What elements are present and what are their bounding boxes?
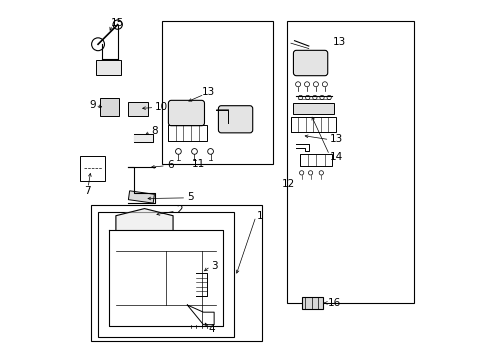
Text: 14: 14 <box>329 152 343 162</box>
Text: 12: 12 <box>282 179 295 189</box>
Bar <box>100 98 119 116</box>
Bar <box>98 212 233 337</box>
Polygon shape <box>116 208 173 230</box>
Bar <box>292 103 333 114</box>
Text: 10: 10 <box>155 102 168 112</box>
Text: 13: 13 <box>202 87 215 97</box>
Text: 5: 5 <box>187 192 194 202</box>
Text: 13: 13 <box>332 37 346 47</box>
Text: 2: 2 <box>176 205 183 215</box>
Bar <box>167 125 206 141</box>
Bar <box>287 21 413 303</box>
Bar <box>290 117 335 132</box>
Bar <box>299 154 331 166</box>
Text: 11: 11 <box>191 159 204 169</box>
Text: 4: 4 <box>208 324 215 334</box>
Bar <box>128 102 148 116</box>
Bar <box>301 297 323 309</box>
Bar <box>96 60 121 75</box>
Text: 8: 8 <box>151 126 158 136</box>
Text: 16: 16 <box>326 298 340 308</box>
Text: 3: 3 <box>211 261 218 271</box>
Text: 7: 7 <box>84 186 90 196</box>
Bar <box>80 156 105 181</box>
Bar <box>162 21 272 164</box>
Text: 9: 9 <box>89 100 96 110</box>
FancyBboxPatch shape <box>168 100 204 126</box>
Bar <box>128 191 154 203</box>
FancyBboxPatch shape <box>293 50 327 76</box>
Bar <box>91 205 262 341</box>
Text: 15: 15 <box>111 18 124 28</box>
Text: 6: 6 <box>166 160 173 170</box>
Text: 13: 13 <box>329 134 343 144</box>
Text: 1: 1 <box>257 211 263 221</box>
Polygon shape <box>134 134 153 143</box>
FancyBboxPatch shape <box>218 106 252 133</box>
